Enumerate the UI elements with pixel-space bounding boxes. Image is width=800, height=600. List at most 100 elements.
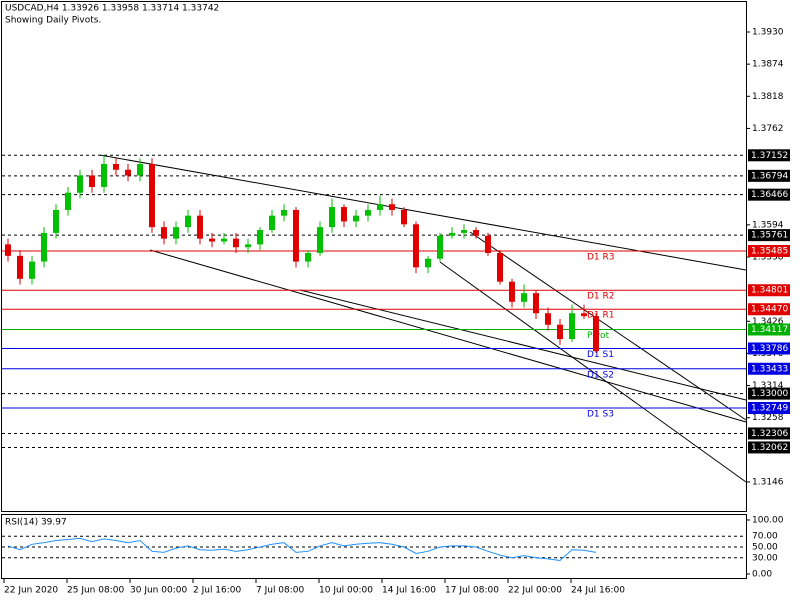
level-label-box [748,441,790,454]
candle-body [269,215,275,231]
level-label-box [748,342,790,355]
rsi-tick-label: 50.00 [752,543,778,553]
candle-body [281,209,287,216]
level-label-box [748,229,790,242]
level-label: 1.37152 [751,151,788,161]
rsi-tick-label: 30.00 [752,553,778,563]
candle-body [5,244,11,256]
level-label-box [748,284,790,297]
rsi-tick-label: 70.00 [752,532,778,542]
level-name: D1 R1 [587,311,615,321]
candle-body [125,169,131,176]
candle-body [221,238,227,242]
candle-body [401,209,407,225]
x-tick-label: 22 Jun 2020 [4,586,58,596]
candle-body [113,164,119,170]
level-label: 1.33433 [751,364,788,374]
candle-body [17,255,23,279]
y-tick-label: 1.3762 [752,124,784,134]
candle-body [197,215,203,239]
y-tick-label: 1.3874 [752,60,784,70]
candle-body [245,244,251,248]
level-label: 1.36794 [751,171,788,181]
candle-body [533,293,539,314]
candle-body [149,164,155,228]
candle-body [41,232,47,262]
rsi-tick-label: 100.00 [752,516,784,526]
level-label-box [748,303,790,316]
x-tick-label: 25 Jun 08:00 [67,586,124,596]
candle-body [437,235,443,259]
chart-subtitle: Showing Daily Pivots. [5,16,101,26]
candle-body [389,204,395,210]
level-name: D1 R3 [587,252,615,262]
candle-body [209,238,215,242]
candle-body [317,227,323,253]
candle-body [377,204,383,210]
level-label: 1.35761 [751,231,788,241]
y-tick-label: 1.3314 [752,381,784,391]
level-label: 1.34117 [751,325,788,335]
candle-body [305,252,311,262]
x-tick-label: 22 Jul 00:00 [508,586,562,596]
level-label-box [748,149,790,162]
candle-body [569,313,575,340]
candle-body [101,164,107,187]
x-tick-label: 17 Jul 08:00 [445,586,499,596]
candle-body [89,175,95,187]
rsi-title: RSI(14) 39.97 [5,518,67,528]
candle-body [365,209,371,216]
x-tick-label: 10 Jul 00:00 [319,586,373,596]
level-label: 1.34470 [751,305,788,315]
candle-body [341,207,347,222]
candle-body [593,316,599,352]
level-label: 1.32749 [751,404,788,414]
y-tick-label: 1.3426 [752,317,784,327]
trend-line [299,289,747,401]
x-tick-label: 24 Jul 16:00 [571,586,625,596]
candle-body [161,227,167,239]
x-tick-label: 7 Jul 08:00 [256,586,305,596]
candle-body [29,261,35,279]
candle-body [581,313,587,317]
candle-body [521,293,527,302]
candle-body [425,258,431,268]
level-label-box [748,402,790,415]
level-label: 1.35485 [751,246,788,256]
chart-title: USDCAD,H4 1.33926 1.33958 1.33714 1.3374… [5,4,219,14]
y-tick-label: 1.3818 [752,92,784,102]
level-label-box [748,362,790,375]
level-label: 1.33000 [751,389,788,399]
y-tick-label: 1.3146 [752,478,784,488]
rsi-panel [1,514,747,579]
level-name: D1 R2 [587,292,615,302]
candle-body [449,232,455,236]
candle-body [353,215,359,222]
rsi-tick-label: 0.00 [752,570,772,580]
candle-body [173,227,179,239]
candle-body [77,175,83,193]
level-label: 1.33786 [751,344,788,354]
x-tick-label: 2 Jul 16:00 [193,586,242,596]
level-name: D1 S3 [587,410,614,420]
y-tick-label: 1.3538 [752,253,784,263]
level-label-box [748,387,790,400]
trend-line [439,261,747,483]
level-label-box [748,323,790,336]
candle-body [509,281,515,302]
candle-body [545,313,551,325]
candle-body [461,230,467,233]
candle-body [329,207,335,228]
level-label-box [748,244,790,257]
level-label: 1.32062 [751,443,788,453]
y-tick-label: 1.3258 [752,413,784,423]
candle-body [557,324,563,340]
candle-body [413,224,419,268]
candle-body [497,252,503,282]
candle-body [233,238,239,248]
level-label: 1.32306 [751,429,788,439]
x-tick-label: 30 Jun 00:00 [130,586,187,596]
level-label-box [748,169,790,182]
